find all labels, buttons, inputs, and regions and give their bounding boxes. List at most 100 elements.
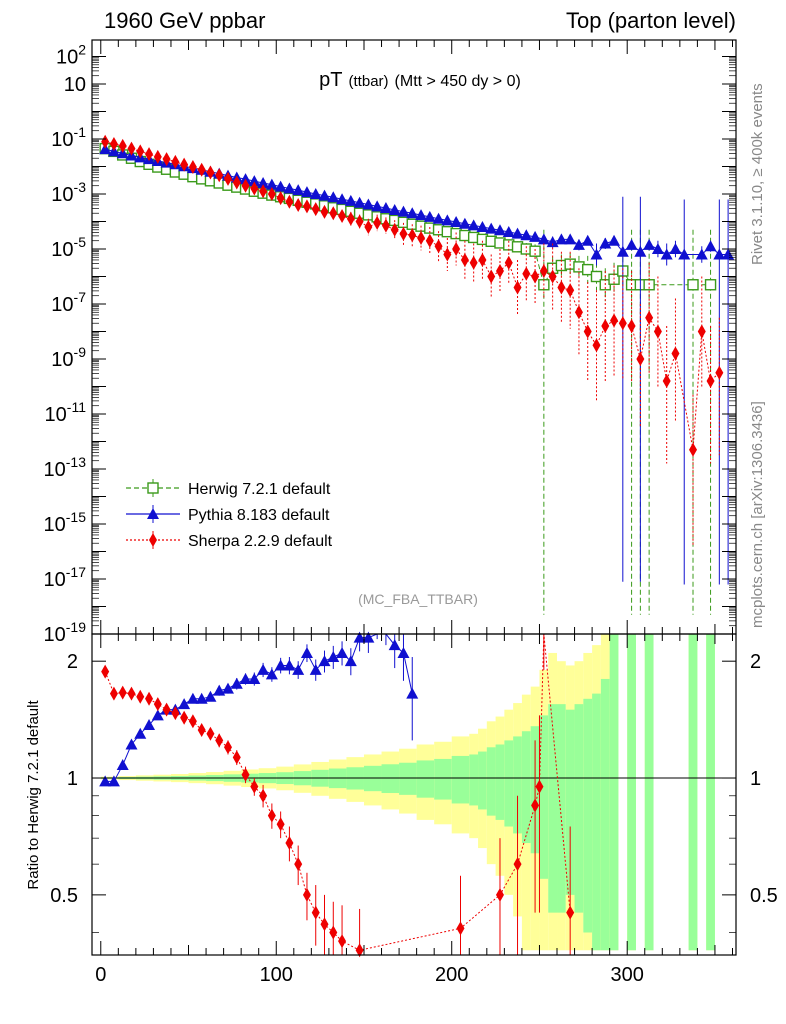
x-tick-label: 0 — [95, 964, 106, 986]
sherpa-point — [583, 324, 592, 339]
ratio-y-tick-label-right: 2 — [750, 651, 761, 673]
herwig-point — [582, 263, 594, 276]
sherpa-point — [320, 204, 329, 219]
pythia-point — [660, 248, 673, 260]
pythia-point — [476, 221, 489, 232]
sherpa-point — [118, 138, 127, 153]
pythia-point — [564, 233, 577, 245]
pythia-point — [239, 173, 252, 185]
pythia-ratio-point — [406, 687, 419, 699]
sherpa-ratio-point — [285, 836, 294, 851]
y-tick-label: 10-13 — [44, 454, 87, 481]
pythia-ratio-point — [239, 672, 252, 684]
legend-marker — [147, 508, 159, 519]
sherpa-ratio-point — [241, 767, 250, 782]
sherpa-point — [531, 269, 540, 284]
band-inner-bin — [521, 731, 531, 844]
pythia-ratio-point — [283, 659, 296, 671]
sherpa-point — [259, 184, 268, 199]
herwig-uncertainty-band — [92, 634, 736, 951]
legend-label: Sherpa 2.2.9 default — [188, 533, 333, 550]
sherpa-point — [452, 242, 461, 256]
sherpa-point — [653, 324, 662, 339]
sherpa-point — [180, 157, 189, 172]
sherpa-point — [601, 319, 610, 333]
sherpa-point — [241, 178, 250, 193]
pythia-ratio-point — [257, 663, 270, 675]
pythia-ratio-point — [134, 727, 147, 739]
pythia-point — [695, 248, 708, 260]
band-inner-bin — [609, 634, 619, 951]
pythia-point — [537, 233, 550, 245]
pythia-ratio-point — [300, 646, 313, 658]
sherpa-ratio-point — [311, 905, 320, 920]
sherpa-ratio-point — [531, 798, 540, 813]
pythia-point — [502, 225, 515, 237]
axes-layer: 1021010-110-310-510-710-910-1110-1310-15… — [44, 39, 778, 986]
sherpa-point — [566, 283, 575, 298]
sherpa-point — [574, 305, 583, 320]
sherpa-point — [662, 374, 671, 388]
pythia-ratio-point — [318, 655, 331, 667]
sherpa-point — [232, 175, 241, 190]
sherpa-ratio-point — [267, 808, 276, 823]
band-inner-bin — [416, 760, 435, 798]
pythia-ratio-point — [309, 663, 322, 675]
sherpa-point — [627, 319, 636, 333]
label-layer: 1960 GeV ppbar Top (parton level) Rivet … — [25, 8, 766, 890]
sherpa-point — [478, 253, 487, 267]
pythia-point — [344, 194, 357, 206]
ratio-y-tick-label-right: 1 — [750, 768, 761, 790]
rivet-version-label: Rivet 3.1.10, ≥ 400k events — [749, 83, 766, 265]
sherpa-ratio-point — [259, 788, 268, 803]
band-inner-bin — [627, 634, 636, 951]
sherpa-point — [285, 194, 294, 209]
sherpa-point — [539, 264, 548, 278]
sherpa-ratio-point — [250, 779, 259, 794]
pythia-point — [257, 177, 270, 188]
pythia-ratio-point — [221, 682, 234, 694]
pythia-point — [590, 248, 603, 260]
y-tick-label: 10-5 — [51, 234, 86, 261]
ratio-panel-frame — [91, 633, 737, 956]
herwig-point — [590, 270, 603, 283]
ratio-y-tick-label: 2 — [67, 651, 78, 673]
pythia-point — [274, 180, 287, 192]
pythia-ratio-point — [388, 639, 401, 651]
sherpa-point — [618, 316, 627, 331]
pythia-point — [300, 186, 313, 198]
pythia-point — [432, 212, 445, 224]
sherpa-point — [417, 231, 426, 245]
band-inner-bin — [706, 634, 715, 951]
sherpa-point — [408, 228, 417, 243]
pythia-ratio-point — [274, 659, 287, 671]
herwig-point — [704, 279, 717, 291]
pythia-point — [458, 217, 471, 229]
band-inner-bin — [451, 755, 470, 804]
sherpa-point — [373, 215, 382, 230]
sherpa-point — [425, 233, 434, 248]
sherpa-ratio-point — [171, 706, 180, 721]
sherpa-point — [443, 247, 452, 262]
mcplots-label: mcplots.cern.ch [arXiv:1306.3436] — [749, 401, 766, 628]
pythia-point — [415, 209, 428, 221]
y-tick-label: 10 — [64, 74, 86, 96]
sherpa-point — [487, 269, 496, 284]
sherpa-ratio-point — [127, 686, 136, 701]
sherpa-point — [223, 171, 232, 186]
sherpa-ratio-point — [145, 691, 154, 706]
sherpa-point — [434, 239, 443, 254]
sherpa-point — [215, 168, 224, 183]
legend-entry-sherpa: Sherpa 2.2.9 default — [126, 531, 333, 550]
y-tick-label: 10-1 — [51, 124, 86, 151]
pythia-ratio-point — [327, 651, 340, 663]
sherpa-point — [188, 160, 197, 175]
pythia-point — [283, 182, 296, 194]
pythia-ratio-point — [230, 677, 243, 689]
legend-entry-herwig: Herwig 7.2.1 default — [126, 479, 331, 498]
x-tick-label: 200 — [435, 964, 468, 986]
x-tick-label: 100 — [260, 964, 293, 986]
sherpa-point — [206, 165, 215, 180]
sherpa-ratio-point — [338, 934, 347, 949]
